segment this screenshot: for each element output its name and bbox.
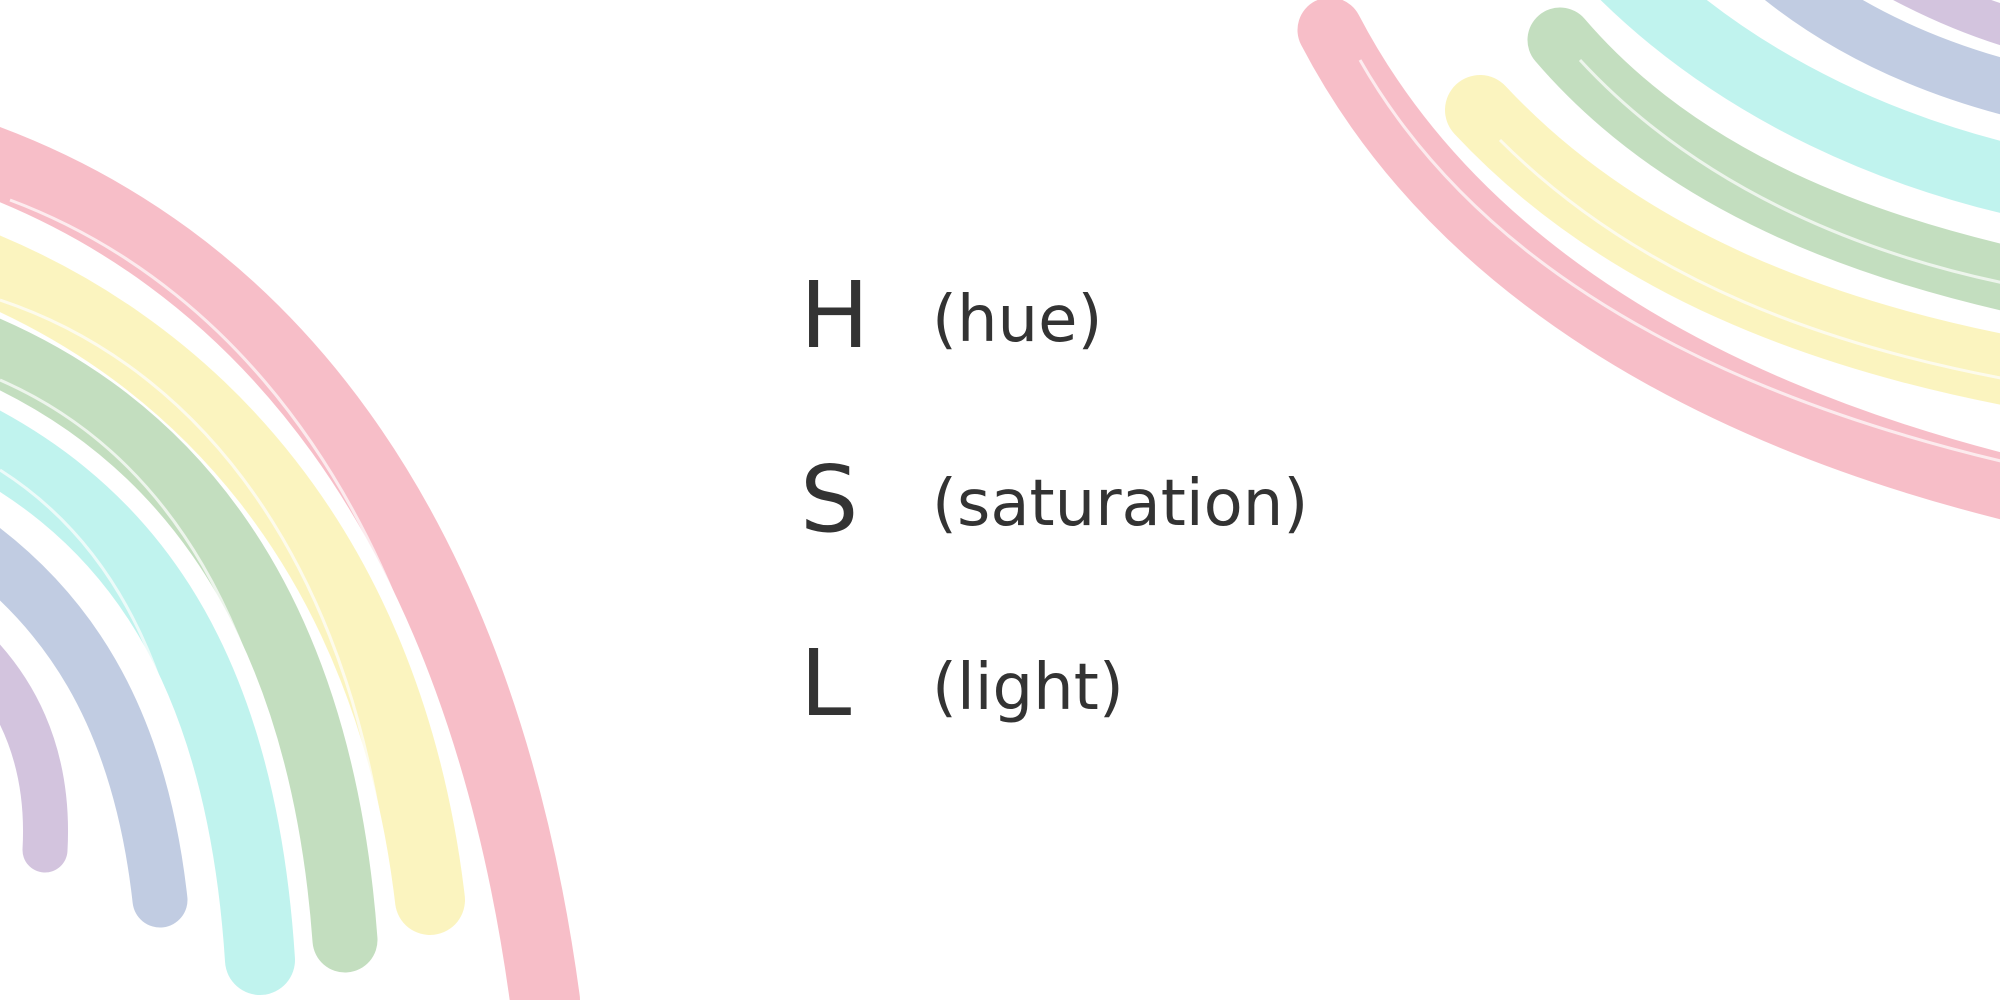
rainbow-band-blue — [1765, 0, 2000, 115]
list-item-hue: H (hue) — [800, 270, 1360, 390]
rainbow-band-blue — [0, 528, 188, 928]
rainbow-band-red — [0, 127, 580, 1000]
list-item-light: L (light) — [800, 638, 1360, 758]
description-hue: (hue) — [932, 283, 1103, 357]
rainbow-band-yellow — [1445, 75, 2000, 405]
rainbow-band-purple — [0, 644, 69, 873]
rainbow-band-purple — [1893, 0, 2000, 46]
description-light: (light) — [932, 651, 1124, 725]
letter-h: H — [800, 262, 870, 369]
rainbow-band-red — [1297, 0, 2000, 520]
letter-s: S — [800, 446, 859, 553]
rainbow-band-cyan — [1600, 0, 2000, 213]
rainbow-band-cyan — [0, 410, 295, 995]
description-saturation: (saturation) — [932, 467, 1309, 541]
hsl-list: H (hue) S (saturation) L (light) — [800, 270, 1360, 750]
rainbow-band-green — [0, 318, 378, 973]
rainbow-band-yellow — [0, 235, 465, 935]
letter-l: L — [800, 630, 852, 737]
list-item-saturation: S (saturation) — [800, 454, 1360, 574]
